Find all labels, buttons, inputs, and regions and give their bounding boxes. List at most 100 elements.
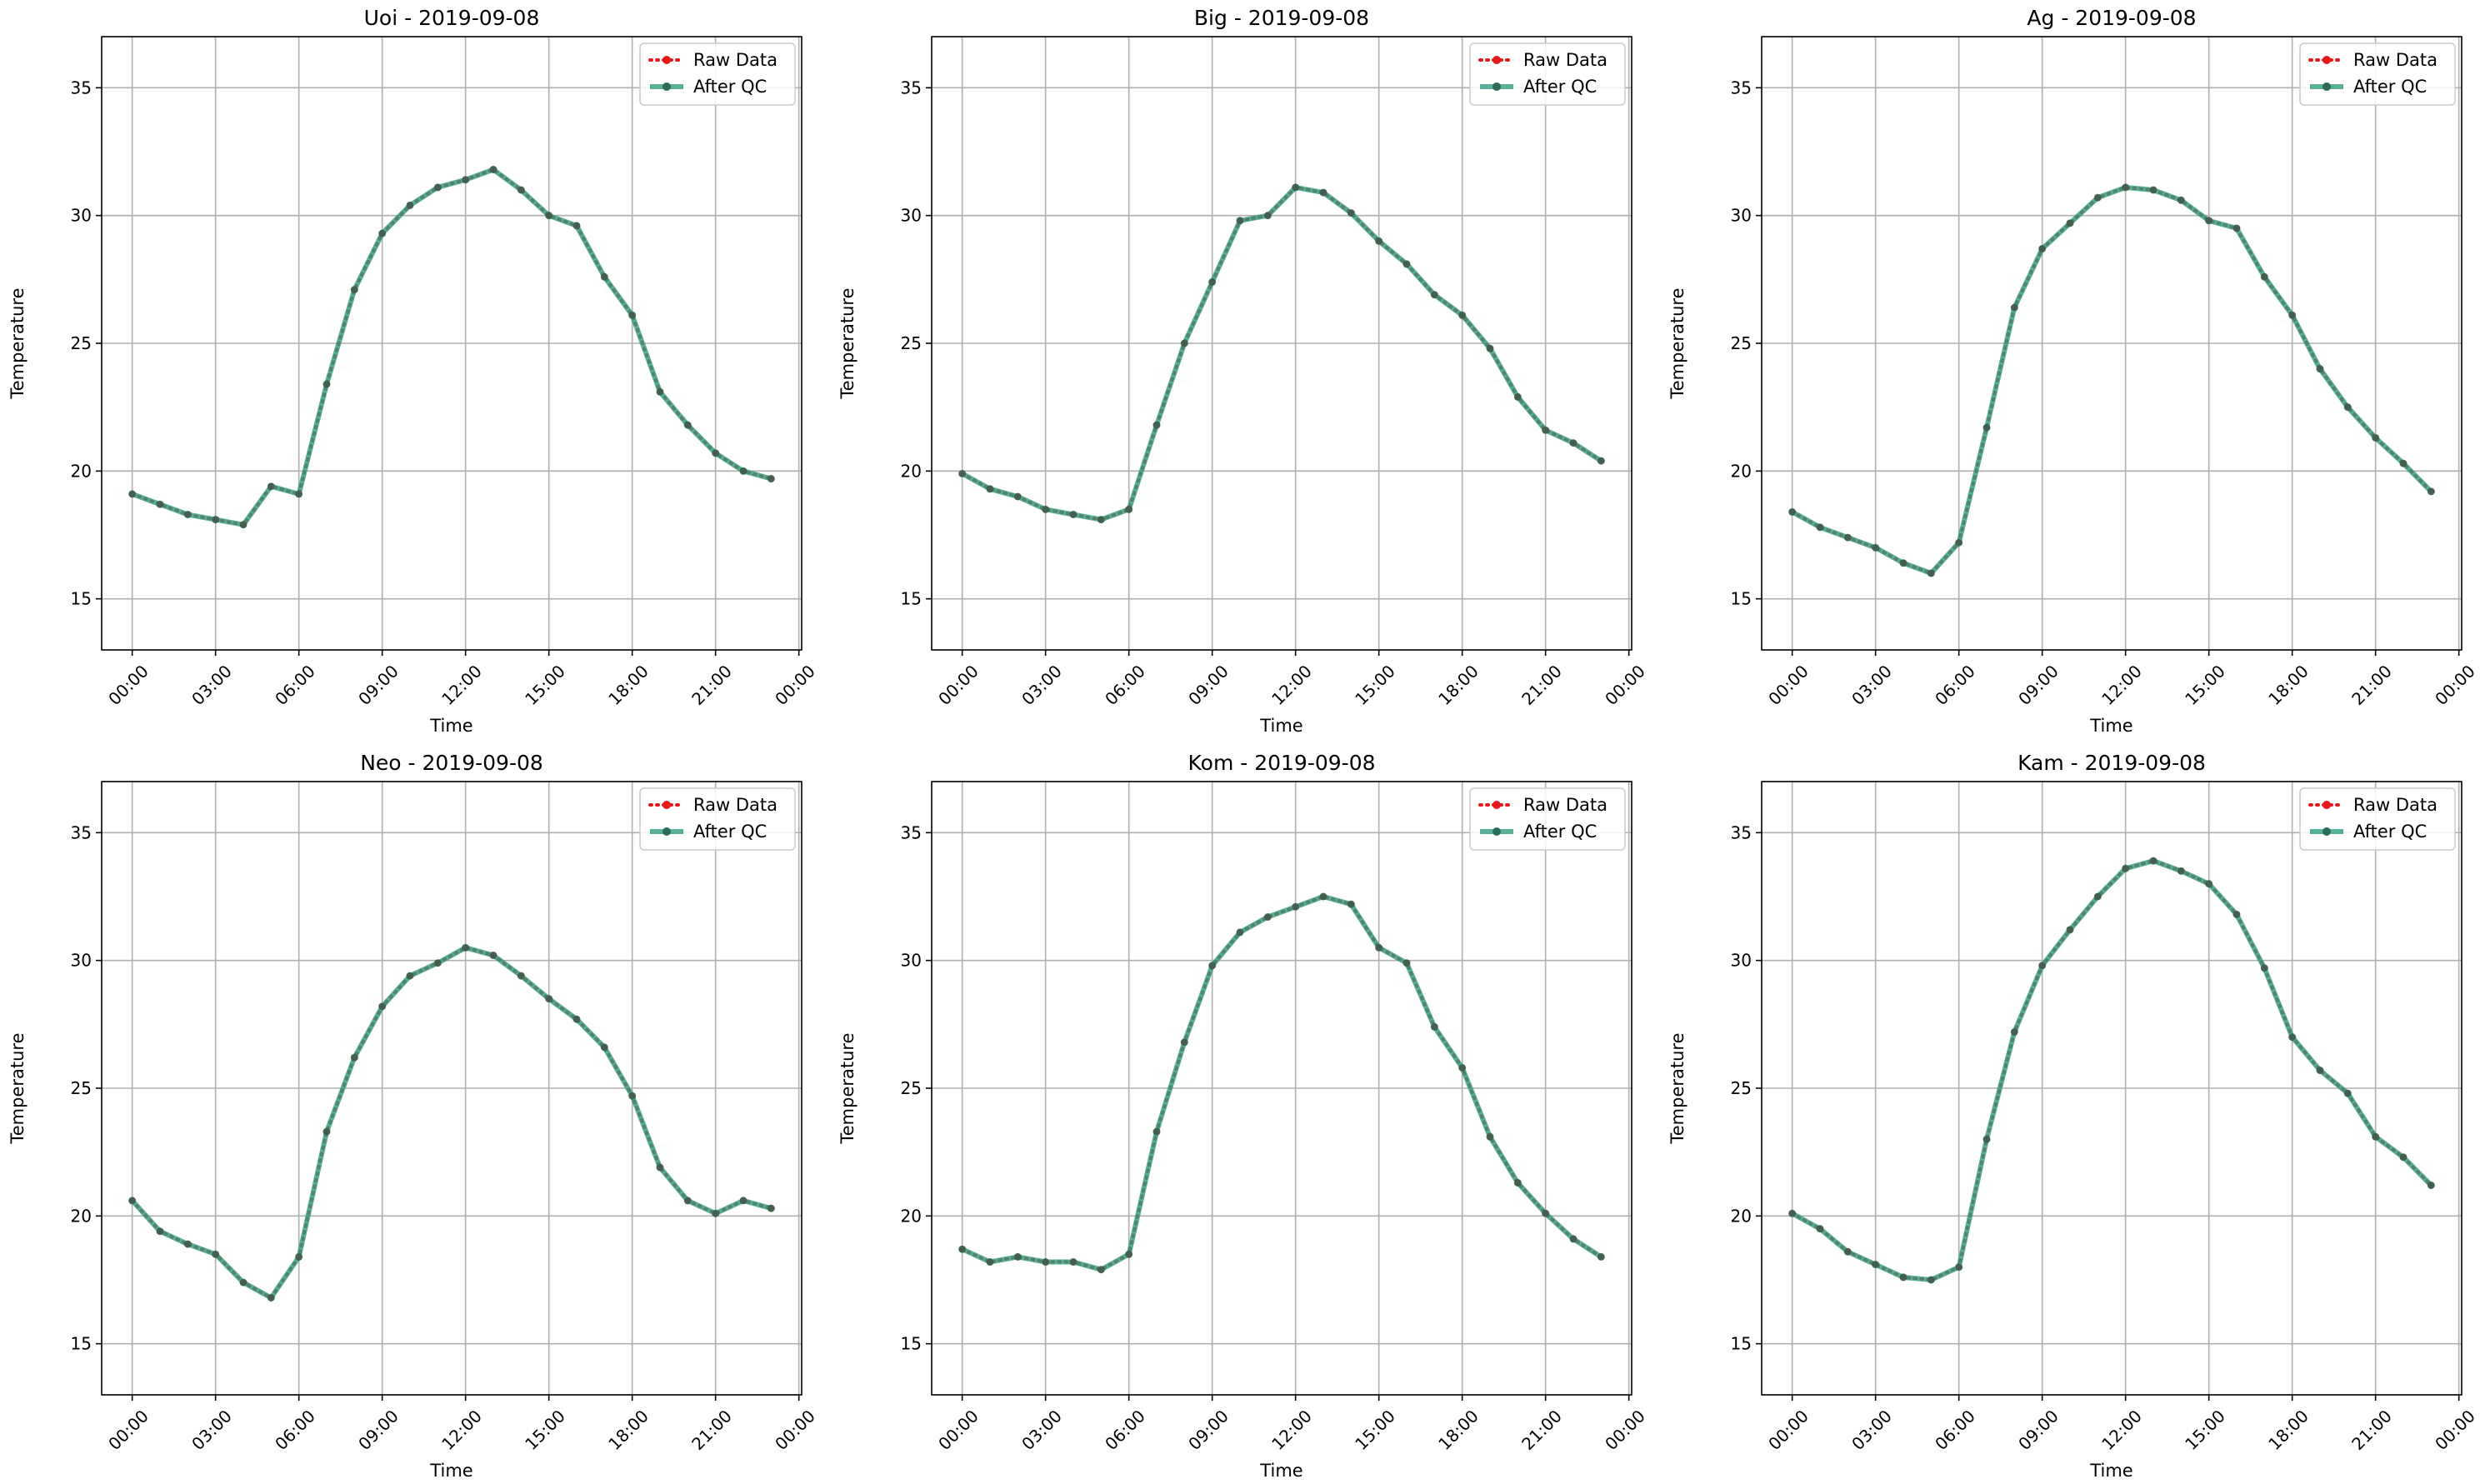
- qc-point-1: [986, 1258, 994, 1267]
- qc-point-0: [1788, 507, 1797, 516]
- subplot-1: 15 20 25 30 35 00:00 03:00 06:00 09:00 12:00 15:00…: [838, 6, 1649, 736]
- x-tick-label-5: 15:00: [2181, 1406, 2229, 1454]
- x-tick-label-4: 12:00: [438, 1406, 486, 1454]
- qc-point-1: [986, 485, 994, 493]
- qc-point-7: [322, 1127, 331, 1136]
- legend-label-0: Raw Data: [693, 795, 778, 815]
- x-tick-label-4: 12:00: [1268, 661, 1316, 709]
- qc-point-20: [2343, 403, 2352, 412]
- qc-point-9: [2038, 245, 2047, 253]
- legend-marker-raw: [662, 56, 671, 64]
- x-tick-label-5: 15:00: [1351, 661, 1399, 709]
- qc-point-6: [1125, 505, 1133, 513]
- y-tick-label-2: 25: [901, 333, 922, 353]
- qc-point-14: [1347, 209, 1355, 217]
- legend-marker-qc: [2322, 82, 2331, 91]
- x-tick-label-1: 03:00: [188, 1406, 236, 1454]
- series-line-qc: [131, 167, 772, 527]
- qc-point-15: [2205, 880, 2213, 888]
- y-tick-label-0: 15: [901, 589, 922, 609]
- legend-label-0: Raw Data: [1523, 50, 1608, 70]
- qc-point-20: [2343, 1089, 2352, 1097]
- qc-point-3: [212, 1250, 220, 1258]
- series-line-raw: [960, 894, 1603, 1272]
- chart-title: Kom - 2019-09-08: [1188, 751, 1376, 775]
- qc-point-6: [1955, 538, 1963, 547]
- qc-point-22: [2399, 459, 2408, 467]
- qc-point-10: [406, 201, 414, 209]
- qc-point-17: [600, 1043, 608, 1052]
- y-tick-label-3: 30: [71, 206, 92, 226]
- qc-point-18: [1458, 311, 1467, 319]
- x-tick-label-3: 09:00: [354, 661, 402, 709]
- chart-title: Neo - 2019-09-08: [360, 751, 543, 775]
- legend-marker-raw: [1492, 801, 1501, 809]
- qc-point-6: [1125, 1250, 1133, 1258]
- qc-point-12: [2122, 864, 2130, 872]
- y-axis-label: Temperature: [1668, 287, 1688, 399]
- series-line-qc: [1791, 858, 2433, 1282]
- x-tick-label-8: 00:00: [771, 1406, 819, 1454]
- series-line-qc: [1791, 184, 2433, 576]
- x-tick-label-6: 18:00: [2264, 1406, 2312, 1454]
- x-axis-label: Time: [1259, 1461, 1302, 1481]
- qc-point-4: [1069, 510, 1078, 518]
- qc-point-23: [1597, 1252, 1605, 1261]
- x-tick-label-1: 03:00: [1018, 661, 1066, 709]
- qc-point-10: [1236, 217, 1244, 225]
- x-axis-label: Time: [429, 1461, 472, 1481]
- y-tick-label-3: 30: [1731, 951, 1752, 971]
- y-tick-label-1: 20: [1731, 1206, 1752, 1226]
- qc-point-20: [683, 1197, 692, 1205]
- qc-point-19: [1486, 344, 1494, 352]
- legend-marker-raw: [2322, 801, 2331, 809]
- qc-point-15: [2205, 217, 2213, 225]
- qc-point-8: [1180, 339, 1188, 347]
- x-tick-label-0: 00:00: [934, 661, 982, 709]
- qc-point-19: [656, 387, 664, 396]
- x-tick-label-7: 21:00: [1518, 1406, 1566, 1454]
- legend-marker-qc: [1492, 827, 1501, 836]
- grid: [1762, 782, 2462, 1395]
- y-tick-label-2: 25: [1731, 1078, 1752, 1098]
- qc-point-22: [2399, 1153, 2408, 1162]
- qc-point-22: [739, 467, 748, 475]
- x-tick-label-8: 00:00: [2431, 1406, 2479, 1454]
- qc-point-6: [295, 1252, 303, 1261]
- x-tick-label-4: 12:00: [2098, 1406, 2146, 1454]
- qc-point-11: [1263, 212, 1272, 220]
- qc-point-20: [683, 421, 692, 429]
- qc-point-16: [2232, 910, 2241, 918]
- chart-title: Kam - 2019-09-08: [2018, 751, 2206, 775]
- qc-point-21: [1542, 426, 1550, 434]
- qc-point-1: [1816, 1225, 1824, 1233]
- qc-point-11: [433, 183, 442, 192]
- qc-point-21: [2372, 433, 2380, 442]
- legend-label-1: After QC: [2353, 77, 2427, 97]
- legend-marker-qc: [1492, 82, 1501, 91]
- y-axis-label: Temperature: [838, 287, 858, 399]
- y-tick-label-1: 20: [901, 1206, 922, 1226]
- qc-point-8: [1180, 1038, 1188, 1047]
- x-tick-label-3: 09:00: [1184, 1406, 1232, 1454]
- qc-point-10: [406, 972, 414, 980]
- x-tick-label-8: 00:00: [771, 661, 819, 709]
- qc-point-7: [1152, 1127, 1161, 1136]
- qc-point-11: [2093, 892, 2102, 901]
- x-tick-label-0: 00:00: [1764, 661, 1812, 709]
- x-tick-label-0: 00:00: [934, 1406, 982, 1454]
- qc-point-5: [267, 482, 275, 491]
- chart-title: Big - 2019-09-08: [1194, 6, 1369, 30]
- legend-label-0: Raw Data: [2353, 795, 2438, 815]
- x-tick-label-2: 06:00: [1931, 1406, 1979, 1454]
- qc-point-21: [712, 449, 720, 457]
- qc-point-14: [1347, 900, 1355, 908]
- qc-point-3: [212, 516, 220, 524]
- qc-point-22: [1569, 1235, 1578, 1243]
- y-tick-label-0: 15: [901, 1334, 922, 1354]
- legend-marker-qc: [2322, 827, 2331, 836]
- qc-point-19: [1486, 1132, 1494, 1141]
- qc-point-15: [1375, 237, 1383, 245]
- y-tick-label-0: 15: [71, 1334, 92, 1354]
